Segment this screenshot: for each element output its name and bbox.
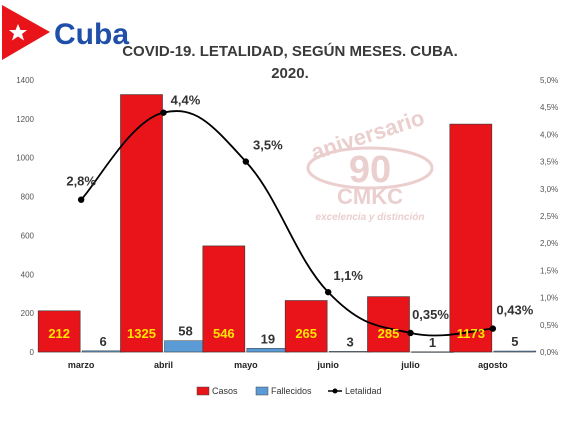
right-tick-label: 3,5% bbox=[540, 158, 558, 167]
legend-label-fallecidos: Fallecidos bbox=[271, 386, 312, 396]
legend-swatch-casos bbox=[196, 386, 210, 396]
right-y-axis: 0,0% 0,5% 1,0% 1,5% 2,0% 2,5% 3,0% 3,5% 4,0% 4,5%… bbox=[540, 76, 558, 357]
letalidad-point bbox=[242, 158, 250, 165]
x-category-label: abril bbox=[154, 360, 173, 370]
logo-text: Cuba bbox=[54, 18, 129, 51]
legend-label-casos: Casos bbox=[212, 386, 238, 396]
bar-casos bbox=[37, 310, 81, 353]
data-label-casos: 1173 bbox=[457, 326, 485, 341]
bar-fallecidos bbox=[81, 350, 125, 353]
bar-casos bbox=[449, 123, 493, 353]
x-category-label: agosto bbox=[478, 360, 508, 370]
letalidad-point bbox=[324, 288, 332, 296]
watermark-ring bbox=[306, 146, 434, 190]
left-tick-label: 800 bbox=[21, 193, 35, 202]
letalidad-point bbox=[77, 196, 85, 203]
right-tick-label: 0,0% bbox=[540, 348, 558, 357]
left-tick-label: 1000 bbox=[16, 154, 34, 163]
bar-casos bbox=[120, 94, 163, 353]
chart-title-line-2: 2020. bbox=[271, 65, 309, 82]
data-label-letalidad: 0,35% bbox=[412, 307, 449, 322]
anniversary-watermark: aniversario 90 CMKC excelencia y distinc… bbox=[306, 105, 434, 223]
x-category-label: julio bbox=[400, 360, 420, 370]
bar-fallecidos bbox=[246, 348, 290, 353]
watermark-number: 90 bbox=[349, 149, 391, 191]
data-label-fallecidos: 3 bbox=[347, 334, 354, 349]
x-category-label: mayo bbox=[234, 360, 258, 370]
letalidad-point bbox=[160, 109, 167, 116]
data-label-casos: 212 bbox=[48, 326, 70, 341]
data-label-letalidad: 2,8% bbox=[66, 174, 96, 189]
x-axis-categories: marzo abril mayo junio julio agosto bbox=[68, 360, 508, 370]
data-label-casos: 265 bbox=[295, 326, 317, 341]
data-label-fallecidos: 6 bbox=[100, 334, 107, 349]
right-tick-label: 4,0% bbox=[540, 130, 558, 139]
right-tick-label: 5,0% bbox=[540, 76, 558, 85]
cuba-flag-logo bbox=[2, 5, 50, 60]
right-tick-label: 3,0% bbox=[540, 185, 558, 194]
right-tick-label: 2,0% bbox=[540, 239, 558, 248]
bar-casos bbox=[202, 245, 246, 353]
right-tick-label: 2,5% bbox=[540, 212, 558, 221]
data-label-fallecidos: 19 bbox=[261, 331, 275, 346]
bar-fallecidos bbox=[493, 350, 537, 353]
flag-star-icon bbox=[9, 24, 27, 41]
right-tick-label: 1,0% bbox=[540, 294, 558, 303]
data-labels-group: 212 6 1325 58 546 19 265 3 285 1 1173 5 2,8% 4,4% 3,5%… bbox=[48, 93, 533, 350]
data-label-letalidad: 0,43% bbox=[496, 303, 533, 318]
data-label-letalidad: 4,4% bbox=[171, 93, 201, 108]
legend: Casos Fallecidos Letalidad bbox=[196, 386, 382, 396]
left-tick-label: 1200 bbox=[16, 115, 34, 124]
flag-triangle bbox=[2, 5, 50, 60]
bars-group bbox=[37, 94, 537, 353]
data-label-letalidad: 3,5% bbox=[253, 138, 283, 153]
data-label-letalidad: 1,1% bbox=[333, 268, 363, 283]
bar-fallecidos bbox=[328, 351, 372, 353]
watermark-tagline: excelencia y distinción bbox=[316, 212, 425, 223]
chart-title-line-1: COVID-19. LETALIDAD, SEGÚN MESES. CUBA. bbox=[122, 42, 458, 60]
bar-fallecidos bbox=[164, 340, 207, 353]
legend-swatch-fallecidos bbox=[255, 386, 269, 396]
right-tick-label: 0,5% bbox=[540, 321, 558, 330]
letalidad-point bbox=[489, 325, 497, 332]
data-label-fallecidos: 1 bbox=[429, 335, 436, 350]
data-label-fallecidos: 5 bbox=[511, 334, 518, 349]
letalidad-point bbox=[407, 329, 414, 337]
left-tick-label: 600 bbox=[21, 231, 35, 240]
x-category-label: marzo bbox=[68, 360, 95, 370]
left-tick-label: 200 bbox=[21, 309, 35, 318]
left-tick-label: 400 bbox=[21, 270, 35, 279]
legend-swatch-letalidad-marker bbox=[332, 388, 338, 394]
bar-fallecidos bbox=[411, 351, 454, 353]
bar-casos bbox=[284, 300, 328, 353]
data-label-casos: 546 bbox=[213, 326, 235, 341]
data-label-casos: 1325 bbox=[127, 326, 156, 341]
letalidad-line-group bbox=[77, 109, 497, 337]
left-tick-label: 0 bbox=[30, 348, 35, 357]
data-label-fallecidos: 58 bbox=[178, 324, 192, 339]
data-label-casos: 285 bbox=[378, 326, 400, 341]
x-category-label: junio bbox=[316, 360, 339, 370]
watermark-brand: CMKC bbox=[337, 184, 403, 209]
right-tick-label: 1,5% bbox=[540, 266, 558, 275]
right-tick-label: 4,5% bbox=[540, 103, 558, 112]
left-tick-label: 1400 bbox=[16, 76, 34, 85]
legend-label-letalidad: Letalidad bbox=[345, 386, 382, 396]
left-y-axis: 0 200 400 600 800 1000 1200 1400 bbox=[16, 76, 34, 357]
